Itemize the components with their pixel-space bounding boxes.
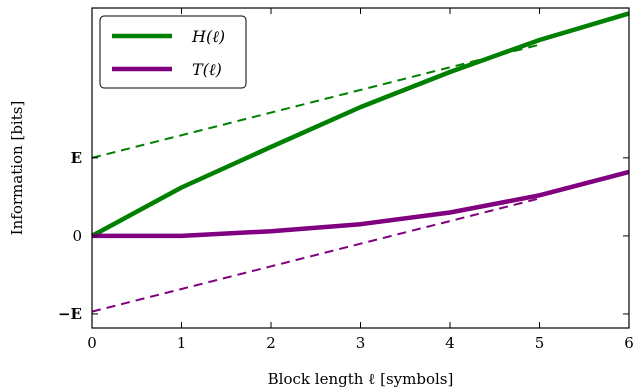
legend: H(ℓ) T(ℓ) (99, 15, 247, 89)
series-line (90, 11, 630, 238)
x-tick-label: 5 (535, 334, 545, 352)
y-tick-label: 0 (72, 227, 82, 245)
x-tick-label: 2 (266, 334, 276, 352)
series-layer (90, 11, 630, 313)
series-line (92, 169, 630, 239)
legend-label-t: T(ℓ) (192, 60, 222, 79)
x-tick-label: 3 (356, 334, 366, 352)
dashed-asymptote-line (91, 197, 540, 313)
y-tick-label: −E (58, 305, 82, 323)
x-tick-label: 6 (624, 334, 634, 352)
x-axis-label: Block length ℓ [symbols] (268, 370, 454, 388)
x-tick-label: 4 (445, 334, 455, 352)
y-tick-label: E (71, 149, 82, 167)
y-axis-label: Information [bits] (8, 101, 26, 236)
dashed-asymptote-line (91, 43, 540, 159)
ticks-layer: 0 1 2 3 4 5 6 −E 0 E (58, 8, 634, 352)
x-tick-label: 1 (177, 334, 187, 352)
x-tick-label: 0 (87, 334, 97, 352)
legend-label-h: H(ℓ) (191, 27, 225, 46)
